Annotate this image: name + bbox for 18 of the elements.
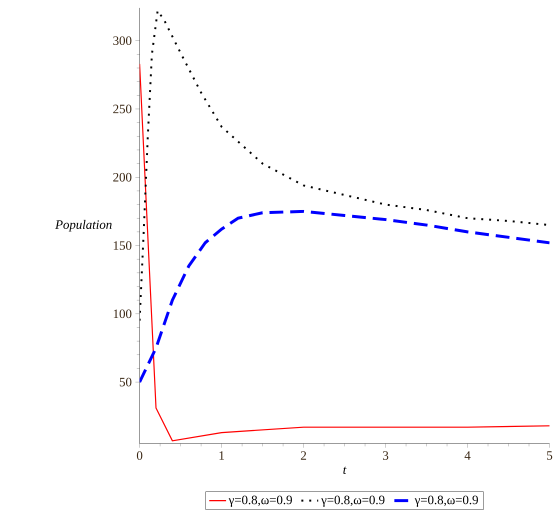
x-tick-label: 4 [464,451,471,460]
x-tick-label: 0 [136,451,142,460]
x-axis-title: t [343,466,347,474]
y-tick-label: 250 [113,104,132,114]
y-tick-label: 200 [113,173,132,182]
legend-label: γ=0.8,ω=0.9 [414,496,478,507]
legend-label: γ=0.8,ω=0.9 [321,496,384,507]
y-tick-label: 150 [114,241,132,250]
x-tick-label: 5 [547,451,552,460]
line-series [140,210,550,384]
y-tick-label: 100 [114,310,132,318]
y-tick-label: 50 [120,378,132,387]
x-tick-label: 2 [300,451,306,460]
x-tick-label: 1 [220,451,224,460]
y-tick-label: 300 [113,36,132,46]
x-tick-label: 3 [382,451,388,460]
legend-label: γ=0.8,ω=0.9 [228,496,292,507]
y-axis-title: Population [55,220,112,232]
